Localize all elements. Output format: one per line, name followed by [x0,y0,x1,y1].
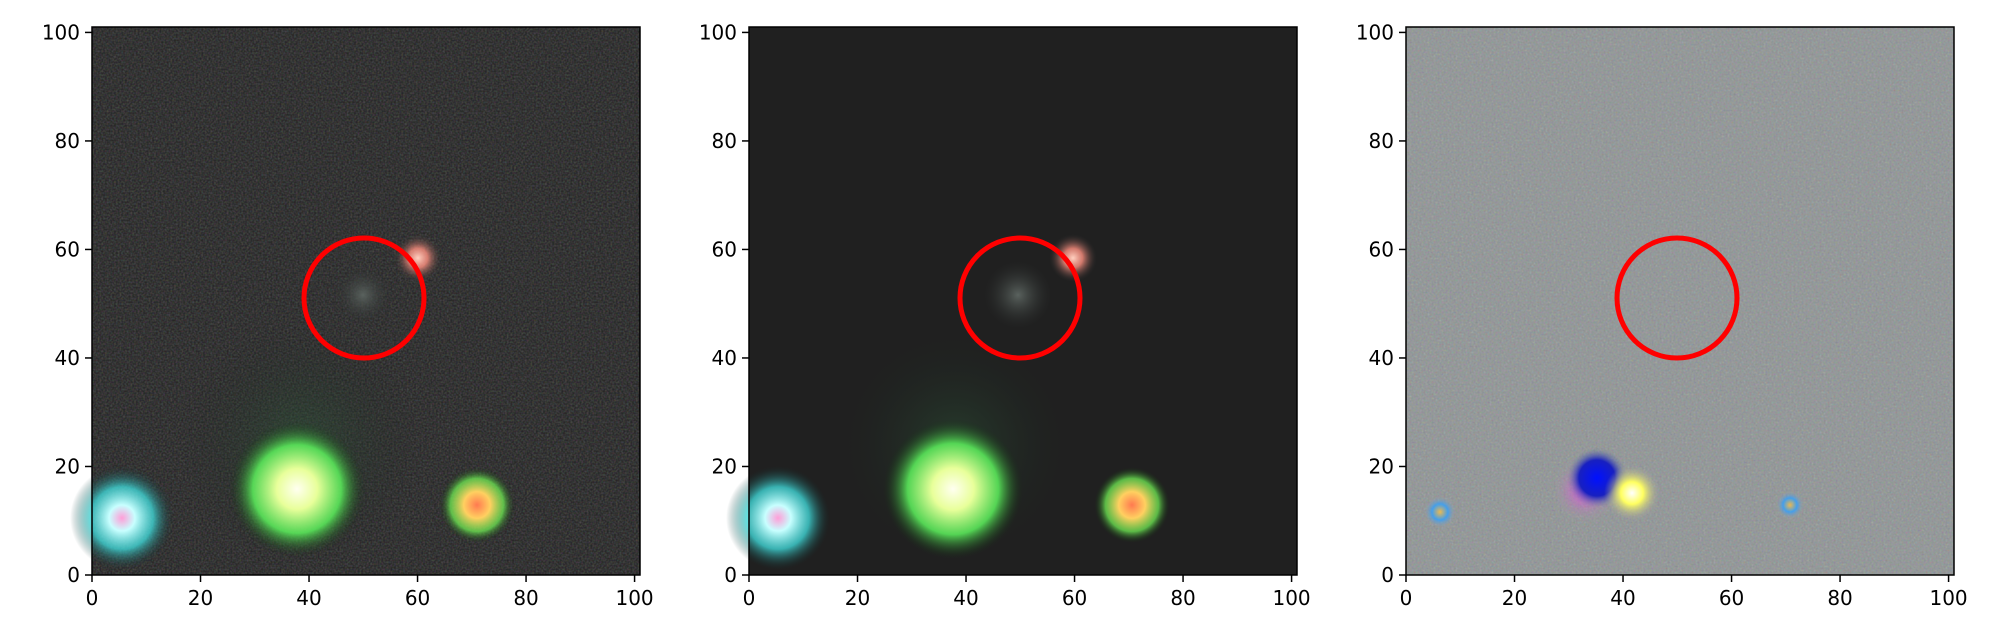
model-ytick-label: 20 [712,454,737,478]
residual-xtick-label: 20 [1502,586,1527,610]
model-green-source [883,419,1023,559]
observed-xtick-label: 40 [296,586,321,610]
model-frame [748,26,1298,576]
panel-model [726,26,1298,576]
observed-ytick-label: 80 [55,129,80,153]
residual-ytick-label: 0 [1381,563,1394,587]
residual-xtick-label: 60 [1719,586,1744,610]
observed-xtick-label: 100 [615,586,653,610]
observed-xtick-label: 80 [513,586,538,610]
panel-observed [70,26,641,576]
observed-frame [91,26,641,576]
observed-green-source [229,421,365,557]
observed-orange-source [439,467,515,543]
residual-xtick-label: 100 [1929,586,1967,610]
residual-right-blob [1776,491,1804,519]
residual-image-noise [1406,27,1954,575]
observed-xtick-label: 60 [405,586,430,610]
observed-ytick-label: 0 [67,563,80,587]
observed-red-circle [301,235,427,361]
model-ytick-label: 0 [724,563,737,587]
residual-xtick-label: 0 [1400,586,1413,610]
model-red-circle [957,235,1083,361]
model-xtick-label: 0 [743,586,756,610]
model-xtick-label: 100 [1272,586,1310,610]
model-ytick-label: 40 [712,346,737,370]
observed-pink-source [394,234,442,282]
residual-ytick-label: 60 [1369,237,1394,261]
model-orange-source [1094,467,1170,543]
observed-ytick-label: 20 [55,454,80,478]
model-ytick-label: 60 [712,237,737,261]
residual-xtick-label: 80 [1827,586,1852,610]
model-pink-source [1049,234,1097,282]
observed-cyan-source [70,466,174,570]
residual-ytick-label: 80 [1369,129,1394,153]
model-xtick-label: 80 [1170,586,1195,610]
model-xtick-label: 40 [953,586,978,610]
model-cyan-source [726,466,830,570]
residual-yellow-blob [1604,465,1660,521]
residual-ytick-label: 40 [1369,346,1394,370]
residual-red-circle [1614,235,1740,361]
model-xtick-label: 60 [1062,586,1087,610]
model-ytick-label: 80 [712,129,737,153]
model-faint-galaxy [984,261,1052,329]
axes-layer: 0 20 40 60 80 100 0 20 40 60 80 100 0 20 40 60 80 100 0 20 4… [42,20,1968,610]
panel-residual [1405,26,1955,576]
observed-faint-galaxy [333,265,393,325]
observed-ytick-label: 100 [42,20,80,44]
residual-xtick-label: 40 [1610,586,1635,610]
observed-xtick-label: 20 [188,586,213,610]
residual-ytick-label: 20 [1369,454,1394,478]
observed-ytick-label: 40 [55,346,80,370]
model-xtick-label: 20 [845,586,870,610]
observed-ytick-label: 60 [55,237,80,261]
residual-frame [1405,26,1955,576]
model-ytick-label: 100 [699,20,737,44]
observed-xtick-label: 0 [86,586,99,610]
residual-left-blob [1424,496,1456,528]
residual-ytick-label: 100 [1356,20,1394,44]
